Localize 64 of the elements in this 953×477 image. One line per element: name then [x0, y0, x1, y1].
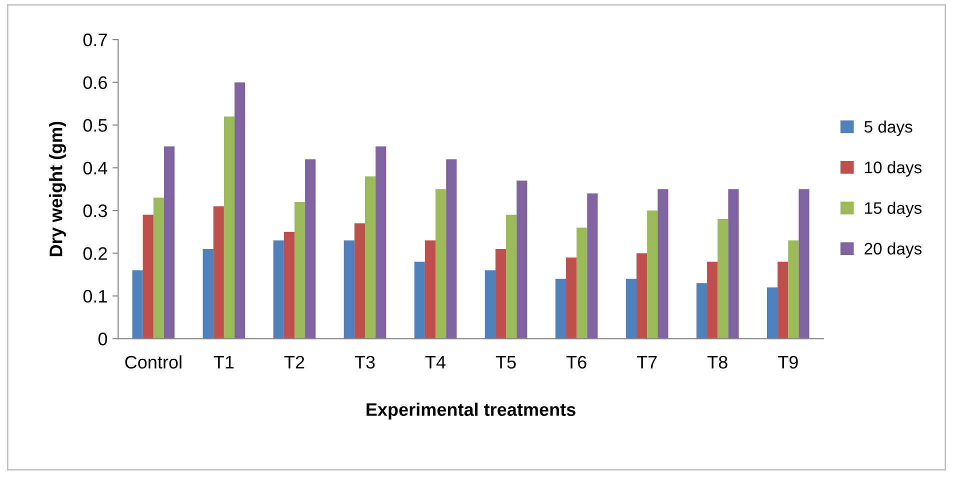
- bar: [798, 189, 810, 339]
- y-tick-label: 0.4: [83, 162, 108, 174]
- legend-label: 20 days: [864, 242, 922, 258]
- bar: [202, 248, 214, 339]
- bar: [718, 219, 728, 339]
- bar: [766, 287, 778, 339]
- y-axis-title: Dry weight (gm): [49, 122, 66, 256]
- bar: [344, 240, 354, 339]
- bar: [273, 240, 284, 339]
- bar: [436, 189, 446, 339]
- bar: [213, 206, 224, 339]
- bar: [484, 270, 496, 339]
- bar: [696, 283, 708, 339]
- bar: [566, 257, 577, 339]
- x-tick-label: T9: [778, 356, 798, 369]
- bar: [778, 262, 788, 339]
- bar: [142, 214, 154, 339]
- bar: [164, 146, 175, 339]
- bar: [234, 82, 246, 339]
- y-tick-label: 0.2: [83, 247, 107, 260]
- bar: [707, 262, 718, 339]
- x-tick-label: T3: [354, 356, 375, 369]
- y-tick-label: 0.1: [83, 290, 107, 303]
- bar: [424, 240, 436, 339]
- x-tick-label: Control: [125, 355, 182, 369]
- bar: [294, 202, 306, 339]
- bar: [516, 180, 528, 339]
- bar: [365, 176, 376, 339]
- bar: [555, 278, 566, 339]
- bar: [728, 189, 739, 339]
- y-tick-label: 0.7: [83, 34, 107, 46]
- bar: [495, 248, 506, 339]
- bar: [305, 159, 316, 339]
- x-tick-label: T8: [707, 356, 728, 369]
- x-tick-label: T4: [425, 356, 446, 368]
- bar: [626, 278, 637, 339]
- legend-label: 15 days: [865, 202, 922, 218]
- bar: [658, 189, 668, 339]
- bar: [506, 214, 517, 339]
- bar: [788, 240, 799, 339]
- bar: [414, 262, 425, 339]
- y-tick-label: 0.3: [83, 204, 107, 218]
- bar: [132, 270, 143, 339]
- x-tick-label: T5: [496, 356, 516, 369]
- bar: [224, 116, 235, 339]
- bar: [647, 210, 658, 339]
- x-tick-label: T6: [566, 356, 586, 369]
- bar: [376, 146, 386, 339]
- bar: [153, 198, 164, 339]
- y-tick-label: 0: [98, 332, 108, 346]
- legend-label: 5 days: [864, 120, 912, 136]
- bar: [446, 159, 457, 339]
- bar: [576, 228, 588, 339]
- bar: [284, 232, 294, 339]
- y-tick-label: 0.6: [83, 76, 107, 90]
- x-tick-label: T2: [284, 356, 304, 368]
- bar: [636, 253, 648, 339]
- x-tick-label: T1: [214, 356, 234, 368]
- x-tick-label: T7: [636, 356, 657, 368]
- bar: [587, 193, 598, 339]
- bar: [354, 223, 365, 339]
- x-axis-title: Experimental treatments: [366, 402, 576, 420]
- y-tick-label: 0.5: [83, 118, 107, 132]
- legend-label: 10 days: [865, 161, 922, 177]
